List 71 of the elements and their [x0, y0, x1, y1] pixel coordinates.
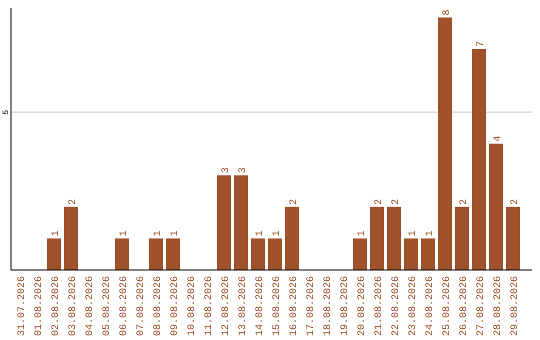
data-label: 1 — [357, 230, 368, 236]
bar — [387, 206, 401, 270]
x-tick-label: 21.08.2026 — [374, 276, 385, 336]
data-label: 2 — [510, 198, 521, 205]
x-tick-label: 22.08.2026 — [391, 276, 402, 336]
x-tick-label: 29.08.2026 — [510, 276, 521, 336]
bar — [115, 238, 129, 270]
bar — [268, 238, 282, 270]
bar — [64, 206, 78, 270]
data-label: 4 — [493, 136, 504, 142]
x-tick-label: 27.08.2026 — [476, 276, 487, 336]
x-tick-label: 08.08.2026 — [153, 276, 164, 336]
x-tick-label: 12.08.2026 — [221, 276, 232, 336]
x-tick-label: 13.08.2026 — [238, 276, 249, 336]
x-tick-label: 28.08.2026 — [493, 276, 504, 336]
data-label: 1 — [170, 230, 181, 236]
bar — [234, 175, 248, 270]
bar — [506, 206, 520, 270]
data-label: 3 — [221, 167, 232, 174]
x-tick-label: 02.08.2026 — [51, 276, 62, 336]
bar — [47, 238, 61, 270]
x-tick-label: 24.08.2026 — [425, 276, 436, 336]
data-label: 2 — [374, 198, 385, 205]
bar — [455, 206, 469, 270]
x-tick-label: 26.08.2026 — [459, 276, 470, 336]
data-label: 8 — [442, 9, 453, 16]
x-tick-label: 20.08.2026 — [357, 276, 368, 336]
x-tick-label: 19.08.2026 — [340, 276, 351, 336]
x-tick-label: 07.08.2026 — [136, 276, 147, 336]
data-label: 1 — [119, 230, 130, 236]
x-tick-label: 04.08.2026 — [85, 276, 96, 336]
x-tick-label: 10.08.2026 — [187, 276, 198, 336]
bar — [472, 49, 486, 270]
x-tick-label: 06.08.2026 — [119, 276, 130, 336]
bar — [353, 238, 367, 270]
x-tick-label: 01.08.2026 — [34, 276, 45, 336]
x-tick-label: 03.08.2026 — [68, 276, 79, 336]
x-tick-label: 14.08.2026 — [255, 276, 266, 336]
data-label: 1 — [425, 230, 436, 236]
x-tick-label: 18.08.2026 — [323, 276, 334, 336]
bar — [489, 144, 503, 270]
data-label: 1 — [255, 230, 266, 236]
x-tick-label: 11.08.2026 — [204, 276, 215, 336]
x-tick-label: 05.08.2026 — [102, 276, 113, 336]
data-label: 1 — [272, 230, 283, 236]
data-label: 2 — [391, 198, 402, 205]
bar — [217, 175, 231, 270]
x-tick-label: 15.08.2026 — [272, 276, 283, 336]
data-label: 3 — [238, 167, 249, 174]
data-label: 2 — [68, 198, 79, 205]
bar — [149, 238, 163, 270]
data-label: 2 — [459, 198, 470, 205]
data-label: 1 — [51, 230, 62, 236]
bar — [438, 17, 452, 270]
x-tick-label: 16.08.2026 — [289, 276, 300, 336]
data-label: 1 — [153, 230, 164, 236]
x-tick-label: 17.08.2026 — [306, 276, 317, 336]
bar — [421, 238, 435, 270]
bar — [166, 238, 180, 270]
x-tick-label: 25.08.2026 — [442, 276, 453, 336]
x-tick-label: 31.07.2026 — [17, 276, 28, 336]
bar — [404, 238, 418, 270]
data-label: 2 — [289, 198, 300, 205]
bar — [285, 206, 299, 270]
data-label: 1 — [408, 230, 419, 236]
x-tick-label: 09.08.2026 — [170, 276, 181, 336]
bar — [370, 206, 384, 270]
y-tick-label: 5 — [2, 110, 11, 115]
bar — [251, 238, 265, 270]
data-label: 7 — [476, 41, 487, 48]
x-tick-label: 23.08.2026 — [408, 276, 419, 336]
